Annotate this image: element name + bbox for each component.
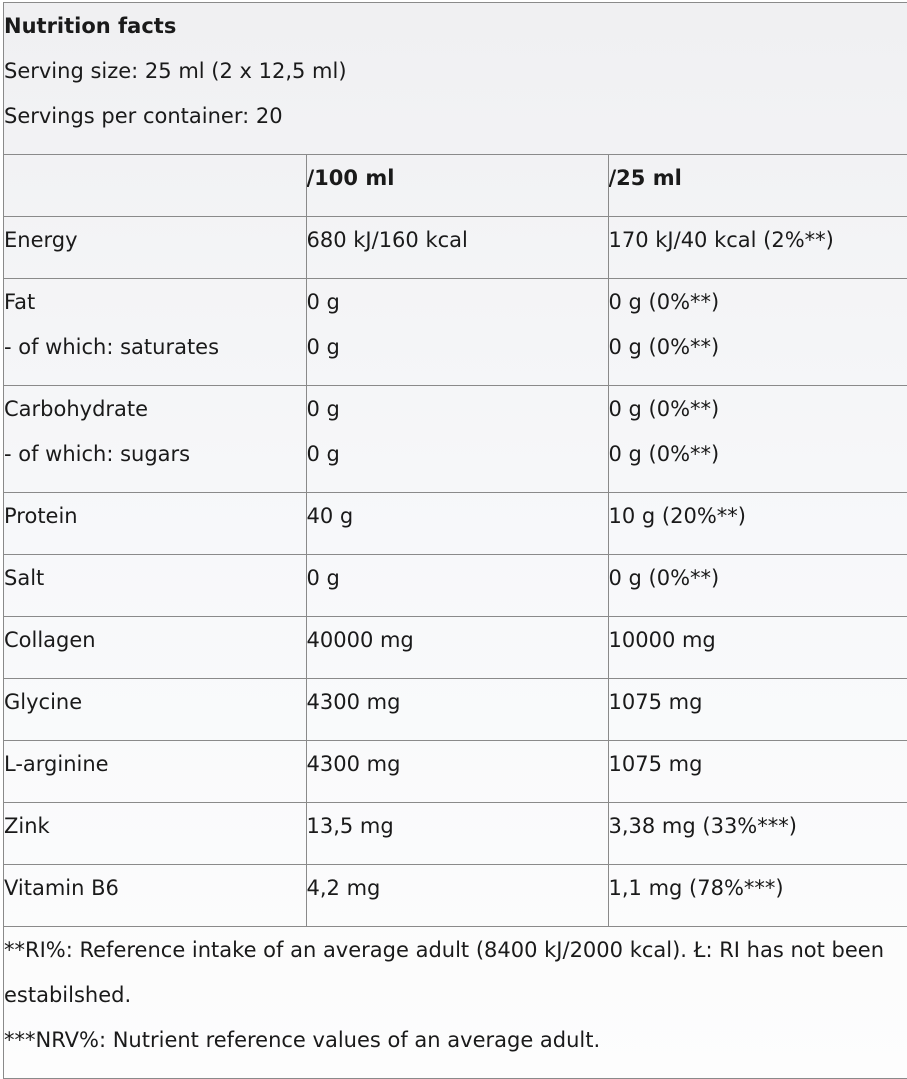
cell-line: 0 g (0%**) xyxy=(609,280,907,325)
column-header-nutrient xyxy=(4,155,306,217)
cell-line: Energy xyxy=(4,218,306,263)
nutrient-name-cell: Protein xyxy=(4,493,306,555)
cell-line: 1075 mg xyxy=(609,680,907,725)
servings-per-container: Servings per container: 20 xyxy=(4,94,907,139)
cell-line: 40 g xyxy=(307,494,608,539)
per-25ml-cell: 10000 mg xyxy=(608,617,907,679)
cell-line: 4300 mg xyxy=(307,742,608,787)
per-25ml-cell: 0 g (0%**) xyxy=(608,555,907,617)
cell-line: 13,5 mg xyxy=(307,804,608,849)
nutrient-name-cell: Fat- of which: saturates xyxy=(4,279,306,386)
table-header-row: /100 ml /25 ml xyxy=(4,155,907,217)
cell-line: 0 g xyxy=(307,325,608,370)
cell-line: L-arginine xyxy=(4,742,306,787)
per-100ml-cell: 680 kJ/160 kcal xyxy=(306,217,608,279)
column-header-per-100ml: /100 ml xyxy=(306,155,608,217)
per-100ml-cell: 40000 mg xyxy=(306,617,608,679)
cell-line: Vitamin B6 xyxy=(4,866,306,911)
per-100ml-cell: 4300 mg xyxy=(306,741,608,803)
column-header-per-25ml: /25 ml xyxy=(608,155,907,217)
nutrient-name-cell: Glycine xyxy=(4,679,306,741)
cell-line: 170 kJ/40 kcal (2%**) xyxy=(609,218,907,263)
cell-line: - of which: sugars xyxy=(4,432,306,477)
cell-line: 4,2 mg xyxy=(307,866,608,911)
cell-line: 0 g (0%**) xyxy=(609,432,907,477)
per-25ml-cell: 1075 mg xyxy=(608,679,907,741)
cell-line: 680 kJ/160 kcal xyxy=(307,218,608,263)
nutrition-header: Nutrition facts Serving size: 25 ml (2 x… xyxy=(4,3,907,154)
nutrition-facts-panel: Nutrition facts Serving size: 25 ml (2 x… xyxy=(3,2,907,1079)
per-25ml-cell: 0 g (0%**)0 g (0%**) xyxy=(608,279,907,386)
per-100ml-cell: 4300 mg xyxy=(306,679,608,741)
cell-line: 10 g (20%**) xyxy=(609,494,907,539)
cell-line: Salt xyxy=(4,556,306,601)
footnote-nrv: ***NRV%: Nutrient reference values of an… xyxy=(4,1018,907,1063)
cell-line: Carbohydrate xyxy=(4,387,306,432)
per-25ml-cell: 1075 mg xyxy=(608,741,907,803)
per-25ml-cell: 1,1 mg (78%***) xyxy=(608,865,907,927)
per-25ml-cell: 170 kJ/40 kcal (2%**) xyxy=(608,217,907,279)
footnotes: **RI%: Reference intake of an average ad… xyxy=(4,926,907,1078)
cell-line: Glycine xyxy=(4,680,306,725)
cell-line: 0 g xyxy=(307,556,608,601)
nutrient-name-cell: Vitamin B6 xyxy=(4,865,306,927)
per-100ml-cell: 4,2 mg xyxy=(306,865,608,927)
serving-size: Serving size: 25 ml (2 x 12,5 ml) xyxy=(4,49,907,94)
cell-line: 10000 mg xyxy=(609,618,907,663)
cell-line: 1075 mg xyxy=(609,742,907,787)
per-100ml-cell: 40 g xyxy=(306,493,608,555)
footnote-ri: **RI%: Reference intake of an average ad… xyxy=(4,928,907,1018)
nutrition-title: Nutrition facts xyxy=(4,4,907,49)
nutrient-name-cell: Zink xyxy=(4,803,306,865)
nutrient-name-cell: Energy xyxy=(4,217,306,279)
cell-line: Zink xyxy=(4,804,306,849)
per-100ml-cell: 0 g xyxy=(306,555,608,617)
cell-line: 0 g (0%**) xyxy=(609,556,907,601)
nutrient-name-cell: Carbohydrate- of which: sugars xyxy=(4,386,306,493)
cell-line: 0 g (0%**) xyxy=(609,387,907,432)
cell-line: 0 g xyxy=(307,432,608,477)
per-25ml-cell: 10 g (20%**) xyxy=(608,493,907,555)
nutrient-name-cell: L-arginine xyxy=(4,741,306,803)
per-25ml-cell: 3,38 mg (33%***) xyxy=(608,803,907,865)
cell-line: 3,38 mg (33%***) xyxy=(609,804,907,849)
cell-line: 40000 mg xyxy=(307,618,608,663)
nutrient-name-cell: Salt xyxy=(4,555,306,617)
nutrient-name-cell: Collagen xyxy=(4,617,306,679)
per-25ml-cell: 0 g (0%**)0 g (0%**) xyxy=(608,386,907,493)
cell-line: 0 g xyxy=(307,280,608,325)
cell-line: 0 g (0%**) xyxy=(609,325,907,370)
cell-line: Fat xyxy=(4,280,306,325)
cell-line: 4300 mg xyxy=(307,680,608,725)
cell-line: 1,1 mg (78%***) xyxy=(609,866,907,911)
cell-line: - of which: saturates xyxy=(4,325,306,370)
per-100ml-cell: 13,5 mg xyxy=(306,803,608,865)
cell-line: Protein xyxy=(4,494,306,539)
cell-line: 0 g xyxy=(307,387,608,432)
cell-line: Collagen xyxy=(4,618,306,663)
